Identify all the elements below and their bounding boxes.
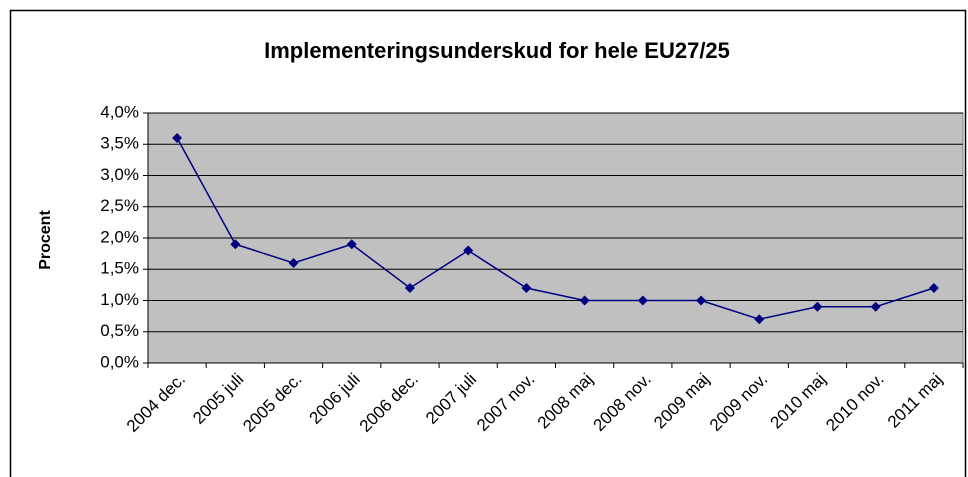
x-tick-label: 2009 maj	[650, 370, 713, 433]
x-tick-label: 2010 maj	[767, 370, 830, 433]
marker	[463, 245, 474, 256]
marker	[230, 239, 241, 250]
y-tick-label: 4,0%	[100, 102, 139, 121]
x-tick-label: 2008 nov.	[589, 370, 654, 435]
y-tick-label: 0,0%	[100, 352, 139, 371]
x-tick-label: 2006 juli	[306, 370, 364, 428]
marker	[172, 133, 183, 143]
x-tick-label: 2011 maj	[884, 370, 946, 432]
marker	[696, 295, 707, 306]
marker	[579, 295, 590, 306]
marker	[288, 258, 299, 268]
x-tick-label: 2010 nov.	[822, 370, 887, 435]
x-tick-label: 2007 nov.	[473, 370, 538, 435]
marker	[521, 283, 532, 293]
chart-title: Implementeringsunderskud for hele EU27/2…	[264, 38, 730, 63]
x-tick-label: 2004 dec.	[123, 370, 189, 436]
y-tick-label: 2,0%	[100, 227, 139, 246]
x-tick-label: 2006 dec.	[356, 370, 422, 436]
y-tick-label: 3,5%	[100, 134, 139, 153]
y-tick-label: 2,5%	[100, 196, 139, 215]
x-tick-label: 2008 maj	[534, 370, 597, 433]
marker	[346, 239, 357, 250]
marker	[404, 283, 415, 293]
marker	[754, 314, 765, 325]
line	[176, 137, 935, 321]
marker	[637, 295, 648, 306]
marker	[928, 283, 939, 293]
x-tick-label: 2007 juli	[422, 370, 480, 428]
y-tick-label: 1,5%	[100, 259, 139, 278]
y-tick-label: 1,0%	[100, 290, 139, 309]
y-tick-label: 3,0%	[100, 165, 139, 184]
marker	[870, 301, 881, 312]
marker	[812, 301, 823, 312]
y-axis-label: Procent	[37, 210, 54, 270]
x-tick-label: 2005 dec.	[239, 370, 305, 436]
x-tick-label: 2005 juli	[189, 370, 247, 428]
chart-frame	[9, 9, 967, 477]
y-tick-label: 0,5%	[100, 321, 139, 340]
x-tick-label: 2009 nov.	[706, 370, 771, 435]
